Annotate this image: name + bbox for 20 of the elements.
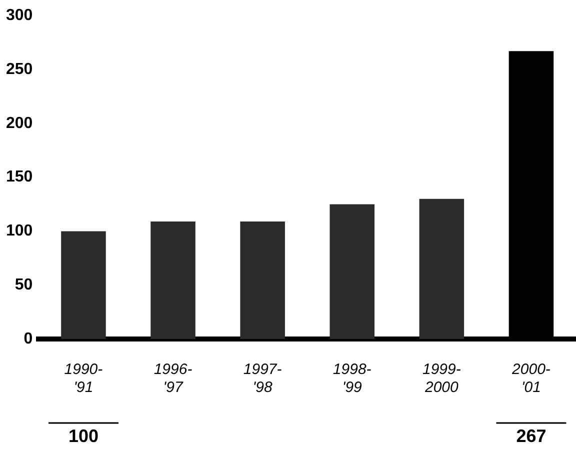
bar bbox=[240, 222, 285, 339]
y-tick-label: 0 bbox=[24, 330, 33, 348]
data-label: 100 bbox=[68, 426, 98, 446]
x-tick-label: 1999-2000 bbox=[422, 361, 461, 396]
y-tick-label: 200 bbox=[6, 114, 33, 132]
data-label: 267 bbox=[516, 426, 546, 446]
bar bbox=[150, 222, 196, 339]
y-tick-label: 150 bbox=[6, 168, 33, 186]
x-tick-label: 1990-'91 bbox=[64, 361, 103, 396]
y-tick-label: 100 bbox=[6, 222, 33, 240]
y-tick-label: 250 bbox=[6, 60, 33, 78]
bar bbox=[61, 231, 106, 339]
x-tick-label: 1996-'97 bbox=[154, 361, 192, 396]
x-tick-label: 1997-'98 bbox=[243, 361, 282, 396]
bar bbox=[419, 198, 464, 339]
y-tick-label: 50 bbox=[14, 276, 33, 294]
x-tick-label: 2000-'01 bbox=[511, 361, 550, 396]
bar bbox=[330, 204, 375, 339]
y-tick-label: 300 bbox=[6, 7, 33, 24]
x-tick-label: 1998-'99 bbox=[332, 361, 372, 396]
